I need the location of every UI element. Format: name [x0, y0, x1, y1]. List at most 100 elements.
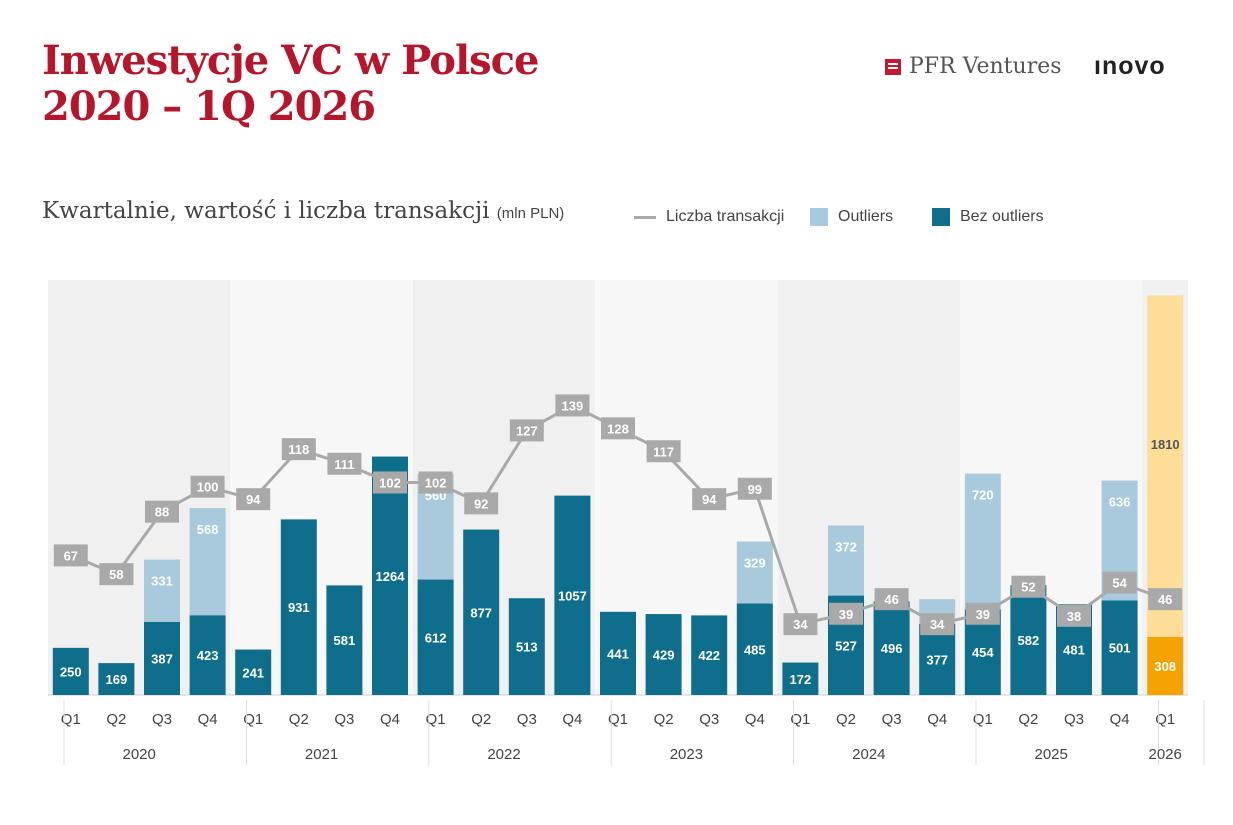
bar-base-16: [782, 662, 819, 695]
x-tick-quarter-18: Q3: [882, 711, 902, 728]
x-tick-quarter-8: Q1: [426, 711, 446, 728]
x-tick-quarter-15: Q4: [745, 711, 765, 728]
bar-base-2: [144, 621, 180, 695]
x-tick-year-2025: 2025: [1035, 746, 1068, 763]
bar-outliers-24: [1147, 295, 1184, 637]
legend-label-line: Liczba transakcji: [666, 208, 785, 225]
legend-item-outliers: Outliers: [810, 208, 893, 226]
bar-base-1: [98, 663, 135, 695]
line-point-box-14: [692, 488, 727, 511]
line-point-label-5: 118: [288, 442, 309, 457]
title-line-1: Inwestycje VC w Polsce: [42, 37, 539, 84]
line-point-label-17: 39: [839, 607, 853, 622]
x-tick-quarter-0: Q1: [61, 711, 81, 728]
line-point-box-13: [646, 440, 681, 463]
title-line-2: 2020 – 1Q 2026: [42, 83, 376, 130]
line-point-box-21: [1011, 575, 1046, 598]
line-point-box-17: [829, 602, 863, 625]
bar-base-12: [600, 611, 636, 695]
bar-base-4: [235, 649, 272, 695]
bar-outliers-20: [964, 473, 1001, 610]
x-tick-quarter-13: Q2: [654, 711, 674, 728]
x-tick-quarter-14: Q3: [699, 711, 719, 728]
bar-base-label-5: 931: [288, 600, 310, 615]
bar-base-7: [372, 456, 408, 695]
x-tick-quarter-4: Q1: [243, 711, 263, 728]
x-tick-quarter-16: Q1: [790, 711, 810, 728]
inovo-logo: ınovo: [1094, 52, 1166, 80]
bar-base-label-7: 1264: [376, 569, 406, 584]
line-point-box-2: [145, 500, 179, 523]
line-point-label-7: 102: [379, 476, 401, 491]
line-point-label-0: 67: [64, 548, 78, 563]
line-point-label-16: 34: [793, 617, 808, 632]
line-point-label-14: 94: [702, 492, 717, 507]
x-tick-quarter-12: Q1: [608, 711, 628, 728]
bar-base-label-23: 501: [1109, 641, 1131, 656]
bar-outliers-label-17: 372: [835, 539, 857, 554]
line-point-label-21: 52: [1021, 580, 1035, 595]
x-tick-year-2024: 2024: [852, 746, 885, 763]
bar-base-0: [52, 647, 89, 695]
bar-base-label-10: 513: [516, 640, 538, 655]
x-tick-quarter-5: Q2: [289, 711, 309, 728]
bar-base-21: [1010, 585, 1047, 695]
x-tick-quarter-6: Q3: [334, 711, 354, 728]
legend-label-outliers: Outliers: [838, 208, 894, 225]
x-tick-quarter-9: Q2: [471, 711, 491, 728]
x-tick-year-2020: 2020: [123, 746, 156, 763]
line-point-box-4: [236, 488, 271, 511]
pfr-logo-text: PFR Ventures: [909, 54, 1062, 79]
bar-base-11: [554, 495, 591, 695]
bar-base-label-18: 496: [881, 641, 903, 656]
bar-base-label-19: 377: [926, 652, 948, 667]
bar-base-label-21: 582: [1018, 633, 1040, 648]
line-point-label-22: 38: [1067, 609, 1081, 624]
legend-line-swatch: [634, 215, 656, 219]
bar-outliers-label-15: 329: [744, 555, 766, 570]
bar-base-label-24: 308: [1154, 659, 1176, 674]
bar-base-label-3: 423: [197, 648, 219, 663]
line-point-box-23: [1102, 571, 1137, 594]
x-tick-quarter-10: Q3: [517, 711, 537, 728]
chart-subtitle-text: Kwartalnie, wartość i liczba transakcji: [42, 198, 490, 224]
bar-base-label-2: 387: [151, 651, 173, 666]
pfr-ventures-logo: PFR Ventures: [885, 54, 1062, 79]
bar-base-label-0: 250: [60, 664, 82, 679]
line-point-label-13: 117: [653, 444, 674, 459]
line-point-label-2: 88: [155, 505, 169, 520]
x-tick-quarter-23: Q4: [1110, 711, 1130, 728]
bar-base-label-11: 1057: [558, 588, 587, 603]
x-tick-quarter-19: Q4: [927, 711, 947, 728]
x-tick-quarter-20: Q1: [973, 711, 993, 728]
bar-base-10: [508, 598, 545, 695]
line-point-box-10: [509, 419, 544, 442]
line-point-label-10: 127: [516, 423, 538, 438]
bar-outliers-label-2: 331: [151, 574, 173, 589]
legend-item-base: Bez outliers: [932, 208, 1044, 226]
legend-base-swatch: [932, 208, 950, 226]
pfr-logo-icon: [885, 58, 901, 75]
bar-outliers-label-20: 720: [972, 488, 994, 503]
line-point-box-16: [783, 613, 818, 636]
line-point-box-3: [190, 475, 225, 498]
line-point-box-9: [464, 492, 499, 515]
bar-base-9: [463, 529, 500, 695]
line-point-label-19: 34: [930, 617, 945, 632]
bar-outliers-15: [736, 541, 773, 604]
line-point-box-24: [1148, 588, 1183, 611]
line-point-label-6: 111: [334, 457, 354, 472]
bar-base-label-13: 429: [653, 648, 675, 663]
bar-base-label-8: 612: [425, 630, 447, 645]
line-point-label-8: 102: [425, 476, 447, 491]
bar-base-13: [645, 614, 682, 695]
bar-base-label-14: 422: [698, 648, 720, 663]
bar-outliers-3: [189, 508, 226, 616]
line-point-box-0: [53, 544, 88, 567]
line-point-box-19: [920, 613, 955, 636]
bar-base-label-20: 454: [972, 645, 994, 660]
x-tick-year-2022: 2022: [487, 746, 520, 763]
bar-base-label-1: 169: [106, 672, 128, 687]
line-point-box-15: [737, 477, 772, 500]
